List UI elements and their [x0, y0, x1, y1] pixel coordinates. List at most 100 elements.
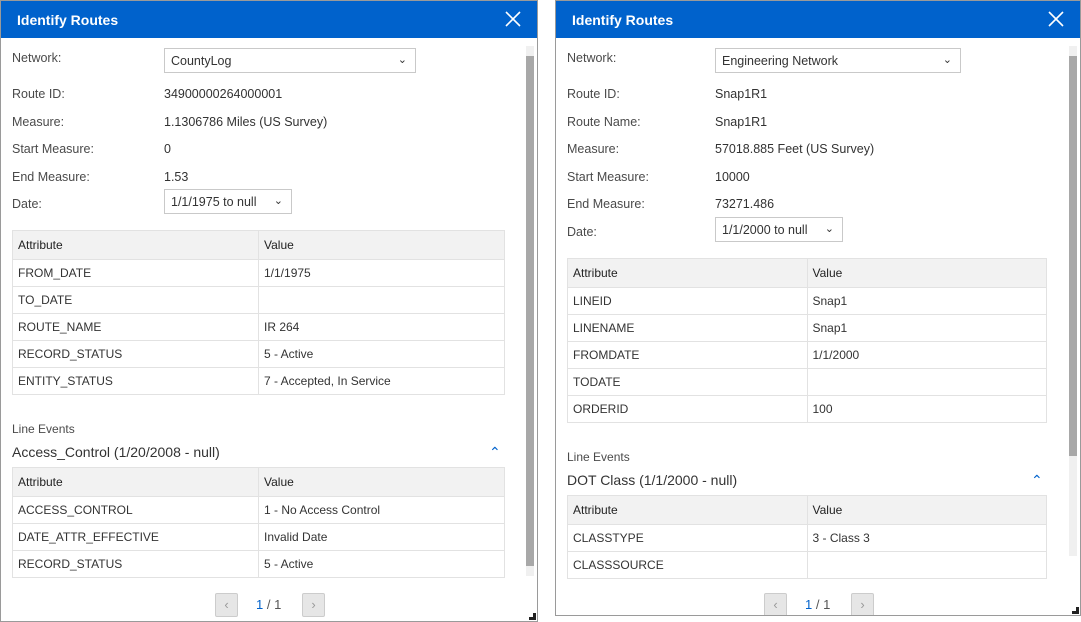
table-cell: [806, 368, 1047, 396]
field-value: 73271.486: [715, 197, 775, 211]
date-select[interactable]: 1/1/1975 to null ⌄: [164, 189, 292, 214]
table-cell: ACCESS_CONTROL: [12, 496, 259, 524]
scrollbar-thumb[interactable]: [526, 56, 534, 566]
attribute-table: Attribute Value FROM_DATE 1/1/1975 TO_DATE RO…: [12, 230, 505, 395]
column-header: Value: [258, 467, 505, 497]
table-cell: FROMDATE: [567, 341, 808, 369]
field-value: Snap1R1: [715, 114, 768, 129]
table-cell: 1/1/1975: [258, 259, 505, 287]
panel-header[interactable]: Identify Routes: [1, 1, 537, 38]
table-cell: FROM_DATE: [12, 259, 259, 287]
close-icon[interactable]: [1048, 11, 1064, 27]
field-value: 10000: [715, 169, 750, 184]
table-row: TODATE: [567, 368, 1047, 396]
table-cell: [258, 286, 505, 314]
table-cell: ROUTE_NAME: [12, 313, 259, 341]
field-value: 0: [164, 142, 171, 156]
table-cell: Invalid Date: [258, 523, 505, 551]
network-value: CountyLog: [171, 54, 232, 68]
chevron-down-icon: ⌄: [824, 222, 834, 235]
field-label: End Measure:: [567, 197, 645, 211]
page-indicator: 1 / 1: [256, 597, 281, 612]
date-value: 1/1/2000 to null: [722, 222, 808, 237]
column-header: Value: [258, 230, 505, 260]
next-page-button[interactable]: ›: [302, 593, 325, 617]
previous-page-button[interactable]: ‹: [764, 593, 787, 615]
previous-page-button[interactable]: ‹: [215, 593, 238, 617]
resize-handle[interactable]: [529, 613, 536, 620]
field-label: End Measure:: [12, 169, 90, 184]
table-cell: TODATE: [567, 368, 808, 396]
scrollbar[interactable]: [1069, 46, 1077, 556]
field-label: Start Measure:: [567, 169, 649, 184]
chevron-down-icon: ⌄: [273, 195, 283, 207]
table-cell: LINENAME: [567, 314, 808, 342]
scrollbar-thumb[interactable]: [1069, 56, 1077, 456]
table-row: RECORD_STATUS 5 - Active: [12, 550, 505, 578]
identify-routes-panel: Identify Routes Network: CountyLog ⌄ Route …: [0, 0, 538, 622]
next-page-button[interactable]: ›: [851, 593, 874, 615]
network-select[interactable]: Engineering Network ⌄: [715, 48, 961, 73]
table-row: FROMDATE 1/1/2000: [567, 341, 1047, 369]
table-cell: 5 - Active: [258, 340, 505, 368]
table-cell: IR 264: [258, 313, 505, 341]
panel-title: Identify Routes: [17, 12, 119, 28]
table-cell: 1 - No Access Control: [258, 496, 505, 524]
field-value: Snap1R1: [715, 87, 768, 101]
panel-title: Identify Routes: [572, 12, 674, 28]
table-header-row: Attribute Value: [12, 467, 505, 497]
network-select[interactable]: CountyLog ⌄: [164, 48, 416, 73]
table-header-row: Attribute Value: [567, 495, 1047, 525]
field-label: Route Name:: [567, 114, 641, 129]
date-select[interactable]: 1/1/2000 to null ⌄: [715, 216, 843, 242]
table-row: FROM_DATE 1/1/1975: [12, 259, 505, 287]
table-cell: ENTITY_STATUS: [12, 367, 259, 395]
field-label: Measure:: [12, 114, 65, 129]
column-header: Attribute: [12, 230, 259, 260]
event-title: DOT Class (1/1/2000 - null): [567, 472, 738, 488]
field-label: Network:: [12, 51, 62, 65]
table-cell: Snap1: [806, 314, 1047, 342]
table-cell: TO_DATE: [12, 286, 259, 314]
column-header: Attribute: [567, 258, 808, 288]
table-row: TO_DATE: [12, 286, 505, 314]
table-cell: 1/1/2000: [806, 341, 1047, 369]
field-label: Network:: [567, 51, 617, 65]
table-row: LINEID Snap1: [567, 287, 1047, 315]
column-header: Attribute: [12, 467, 259, 497]
table-row: ENTITY_STATUS 7 - Accepted, In Service: [12, 367, 505, 395]
table-cell: 3 - Class 3: [806, 524, 1047, 552]
field-value: 57018.885 Feet (US Survey): [715, 142, 875, 156]
table-row: ORDERID 100: [567, 395, 1047, 423]
table-row: ROUTE_NAME IR 264: [12, 313, 505, 341]
field-label: Date:: [12, 197, 42, 211]
panel-header[interactable]: Identify Routes: [556, 1, 1080, 38]
page-indicator: 1 / 1: [805, 597, 830, 612]
field-label: Route ID:: [12, 87, 65, 101]
chevron-up-icon[interactable]: ⌃: [1031, 472, 1043, 488]
date-value: 1/1/1975 to null: [171, 195, 257, 209]
chevron-up-icon[interactable]: ⌃: [489, 444, 501, 460]
identify-routes-panel: Identify Routes Network: Engineering Netw…: [555, 0, 1081, 616]
table-cell: DATE_ATTR_EFFECTIVE: [12, 523, 259, 551]
chevron-down-icon: ⌄: [942, 54, 952, 66]
close-icon[interactable]: [505, 11, 521, 27]
event-attribute-table: Attribute Value ACCESS_CONTROL 1 - No Acces…: [12, 467, 505, 578]
attribute-table: Attribute Value LINEID Snap1 LINENAME Snap1 FR…: [567, 258, 1047, 423]
table-header-row: Attribute Value: [567, 258, 1047, 288]
scrollbar[interactable]: [526, 46, 534, 576]
current-page: 1: [805, 597, 813, 612]
field-label: Date:: [567, 224, 597, 239]
line-events-label: Line Events: [12, 422, 75, 436]
field-value: 1.1306786 Miles (US Survey): [164, 114, 328, 129]
table-header-row: Attribute Value: [12, 230, 505, 260]
column-header: Attribute: [567, 495, 808, 525]
field-value: 1.53: [164, 169, 189, 184]
resize-handle[interactable]: [1072, 607, 1079, 614]
field-label: Route ID:: [567, 87, 620, 101]
field-value: 34900000264000001: [164, 87, 283, 101]
table-row: LINENAME Snap1: [567, 314, 1047, 342]
table-row: RECORD_STATUS 5 - Active: [12, 340, 505, 368]
page-total: / 1: [266, 597, 282, 612]
table-row: DATE_ATTR_EFFECTIVE Invalid Date: [12, 523, 505, 551]
